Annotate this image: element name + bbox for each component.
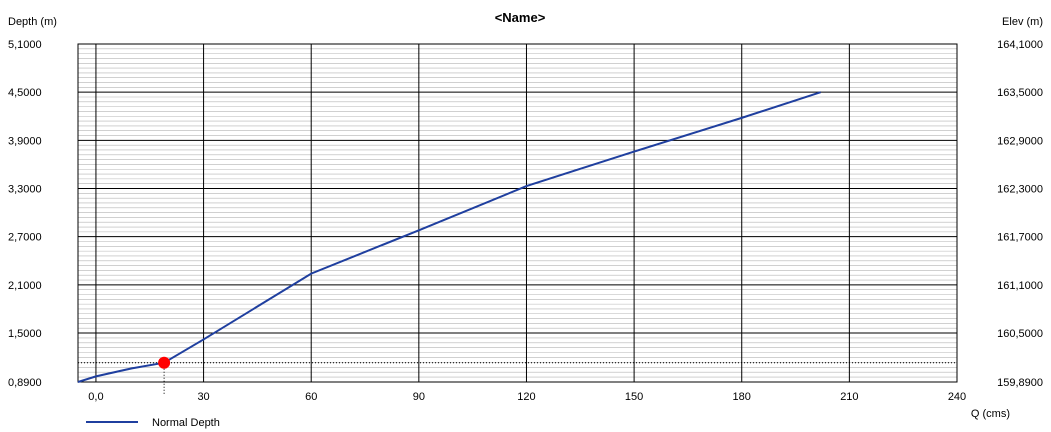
y-tick-labels: 0,8900 1,5000 2,1000 2,7000 3,3000 3,9000 4,50… [8, 39, 42, 389]
y-tick-label: 0,8900 [8, 377, 42, 389]
y2-tick-label: 161,7000 [997, 232, 1043, 244]
y-tick-label: 5,1000 [8, 39, 42, 51]
plot-frame [77, 43, 958, 383]
y-axis-label: Depth (m) [8, 16, 57, 28]
x-axis-label: Q (cms) [971, 408, 1010, 420]
y-tick-label: 1,5000 [8, 328, 42, 340]
marker-point [158, 356, 171, 369]
x-tick-label: 150 [625, 391, 643, 403]
y2-tick-label: 161,1000 [997, 280, 1043, 292]
y2-tick-label: 162,3000 [997, 184, 1043, 196]
legend-label-normal-depth: Normal Depth [152, 417, 220, 429]
major-grid [78, 43, 958, 383]
series-line-normal-depth [77, 91, 821, 383]
y2-tick-label: 164,1000 [997, 39, 1043, 51]
x-tick-label: 180 [733, 391, 751, 403]
y-tick-label: 2,1000 [8, 280, 42, 292]
y2-axis-label: Elev (m) [1002, 16, 1043, 28]
x-tick-labels: 0,0 30 60 90 120 150 180 210 240 [88, 391, 966, 403]
legend: Normal Depth [86, 417, 220, 429]
x-tick-label: 0,0 [88, 391, 103, 403]
y2-tick-labels: 159,8900 160,5000 161,1000 161,7000 162,3000… [997, 39, 1043, 389]
y-tick-label: 3,9000 [8, 135, 42, 147]
y-tick-label: 4,5000 [8, 87, 42, 99]
y2-tick-label: 163,5000 [997, 87, 1043, 99]
y2-tick-label: 160,5000 [997, 328, 1043, 340]
x-tick-label: 240 [948, 391, 966, 403]
x-tick-label: 60 [305, 391, 317, 403]
y-tick-label: 2,7000 [8, 232, 42, 244]
y2-tick-label: 159,8900 [997, 377, 1043, 389]
y2-tick-label: 162,9000 [997, 135, 1043, 147]
x-tick-label: 210 [840, 391, 858, 403]
y-tick-label: 3,3000 [8, 184, 42, 196]
chart-title: <Name> [495, 10, 546, 25]
minor-grid [78, 48, 957, 378]
series-layer [77, 91, 821, 383]
x-tick-label: 90 [413, 391, 425, 403]
reference-lines [78, 362, 957, 394]
x-tick-label: 120 [517, 391, 535, 403]
x-tick-label: 30 [197, 391, 209, 403]
